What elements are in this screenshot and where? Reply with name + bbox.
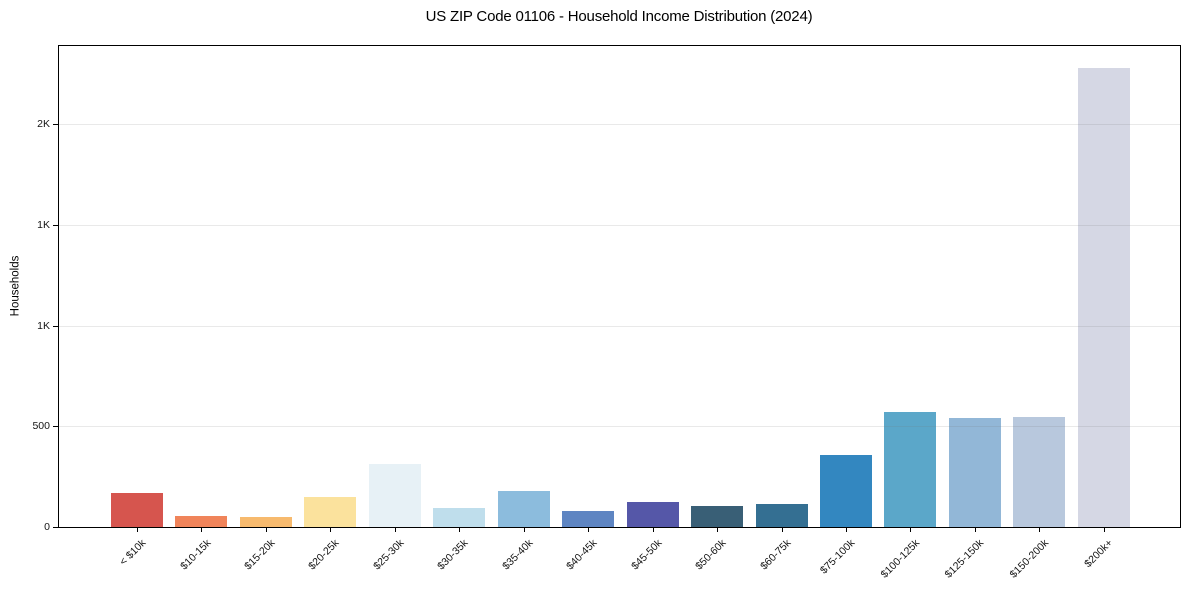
y-tick-label: 1K: [37, 219, 50, 232]
y-tick-mark: [53, 527, 58, 528]
x-tick-label: $60-75k: [757, 537, 793, 573]
bar: [497, 491, 550, 527]
x-tick-mark: [652, 527, 654, 532]
x-tick-mark: [910, 527, 912, 532]
y-tick-mark: [53, 426, 58, 428]
gridline: [59, 325, 1180, 327]
x-tick-label: $200k+: [1082, 537, 1116, 571]
y-tick-label: 1K: [37, 319, 50, 332]
bar: [819, 454, 872, 527]
x-tick-mark: [717, 527, 719, 532]
x-tick-label: $150-200k: [1007, 537, 1051, 581]
y-tick-label: 500: [32, 420, 50, 433]
x-tick-label: $100-125k: [878, 537, 922, 581]
bar: [691, 506, 744, 527]
x-tick-label: $125-150k: [942, 537, 987, 581]
x-tick-mark: [1103, 527, 1105, 532]
x-tick-mark: [781, 527, 783, 532]
x-tick-mark: [394, 527, 396, 532]
gridline: [59, 225, 1180, 227]
gridline: [59, 426, 1180, 428]
x-tick-mark: [330, 527, 332, 532]
x-tick-label: $75-100k: [817, 537, 858, 577]
plot-area: < $10k $10-15k $15-20k $20-25k $25-30k $30-35…: [32, 45, 1181, 581]
x-tick-label: $10-15k: [177, 537, 213, 573]
bar: [755, 504, 808, 527]
y-tick-mark: [53, 124, 58, 126]
bar: [1077, 68, 1130, 527]
bar: [239, 517, 292, 527]
x-tick-mark: [265, 527, 267, 532]
x-tick-mark: [1039, 527, 1041, 532]
y-tick-label: 2K: [37, 118, 50, 131]
bar: [562, 510, 615, 527]
x-tick-label: $30-35k: [435, 537, 471, 573]
x-tick-label: $45-50k: [628, 537, 665, 573]
chart-title: US ZIP Code 01106 - Household Income Dis…: [425, 8, 813, 25]
bar: [111, 492, 163, 527]
y-tick-label: 0: [44, 521, 50, 533]
x-tick-label: $25-30k: [370, 537, 407, 573]
x-tick-mark: [974, 527, 976, 532]
y-tick-mark: [53, 325, 58, 327]
bar: [368, 463, 421, 527]
x-tick-label: < $10k: [117, 537, 149, 568]
x-tick-mark: [201, 527, 203, 532]
y-axis-label-container: Households: [0, 45, 30, 527]
y-axis-label: Households: [9, 255, 22, 317]
x-tick-label: $50-60k: [693, 537, 729, 573]
x-tick-mark: [459, 527, 461, 532]
y-tick-mark: [53, 225, 58, 227]
x-tick-mark: [588, 527, 590, 532]
x-tick-label: $35-40k: [499, 537, 536, 573]
bar: [948, 418, 1001, 527]
bar: [175, 515, 228, 527]
x-tick-label: $40-45k: [564, 537, 600, 573]
bar: [626, 502, 679, 527]
bar: [1013, 417, 1066, 527]
gridline: [59, 124, 1180, 126]
x-tick-label: $20-25k: [306, 537, 342, 573]
bar: [433, 507, 486, 527]
bar: [884, 412, 937, 527]
x-tick-label: $15-20k: [242, 537, 278, 573]
x-tick-mark: [137, 527, 138, 532]
bar: [304, 497, 357, 527]
x-tick-mark: [845, 527, 847, 532]
x-tick-mark: [523, 527, 525, 532]
